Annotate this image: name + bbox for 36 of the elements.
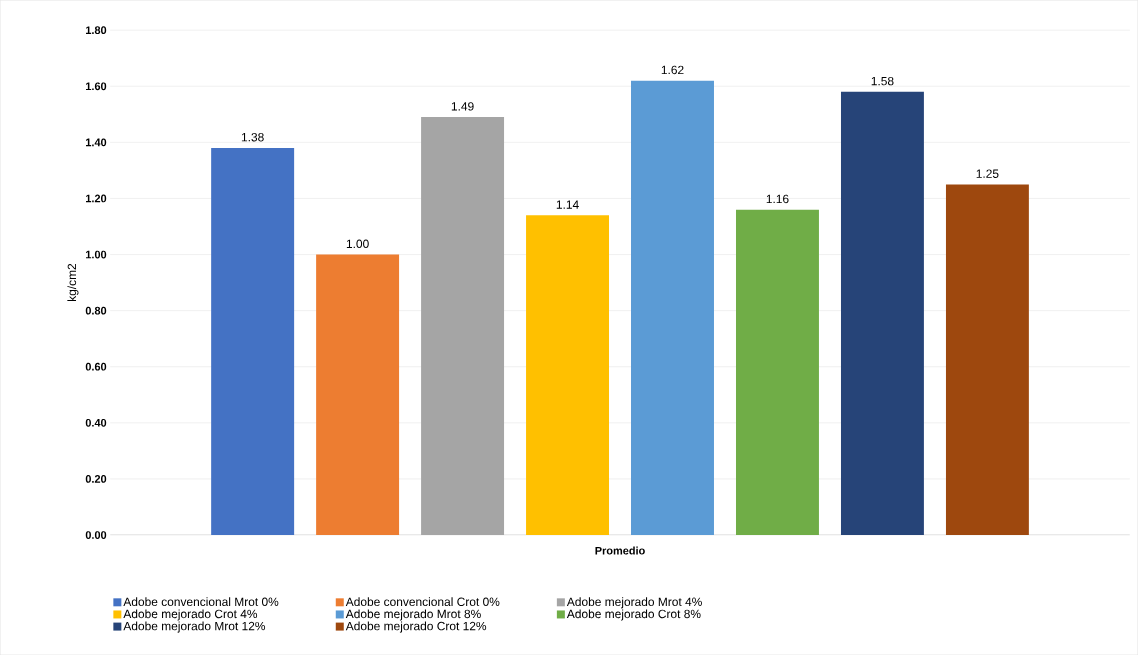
y-tick-label: 0.40 [85, 418, 107, 427]
legend-label: Adobe convencional Mrot 0% [123, 597, 279, 606]
legend-label: Adobe convencional Crot 0% [345, 597, 500, 606]
bar [840, 91, 924, 535]
y-tick-label: 1.40 [86, 138, 107, 147]
data-label: 1.14 [556, 200, 579, 209]
legend-label: Adobe mejorado Mrot 12% [123, 621, 266, 633]
y-tick-label: 1.80 [86, 26, 107, 34]
y-tick-label: 1.60 [86, 82, 107, 91]
data-label: 1.25 [976, 169, 999, 178]
bar [316, 254, 400, 535]
bar [421, 117, 505, 535]
legend-label: Adobe mejorado Crot 8% [566, 609, 701, 621]
bar [735, 209, 819, 535]
bar [945, 184, 1029, 535]
y-tick-label: 0.60 [85, 362, 107, 371]
data-label: 1.49 [451, 102, 474, 111]
legend-label: Adobe mejorado Crot 4% [123, 609, 258, 621]
y-axis-title: kg/cm2 [67, 263, 79, 301]
bar [211, 147, 295, 535]
y-tick-label: 0.00 [85, 531, 107, 539]
data-label: 1.58 [871, 76, 894, 86]
x-tick-label: Promedio [595, 546, 645, 555]
bar [526, 215, 610, 535]
y-tick-label: 1.00 [86, 250, 107, 259]
data-label: 1.00 [346, 239, 369, 248]
legend-label: Adobe mejorado Crot 12% [345, 621, 487, 633]
bar [631, 80, 714, 535]
y-tick-label: 0.80 [85, 306, 107, 315]
legend-label: Adobe mejorado Mrot 8% [345, 609, 481, 621]
legend-label: Adobe mejorado Mrot 4% [566, 597, 702, 609]
data-label: 1.38 [241, 132, 264, 142]
data-label: 1.16 [766, 194, 789, 204]
y-tick-label: 0.20 [85, 474, 107, 483]
y-tick-label: 1.20 [86, 194, 107, 203]
data-label: 1.62 [661, 65, 684, 75]
